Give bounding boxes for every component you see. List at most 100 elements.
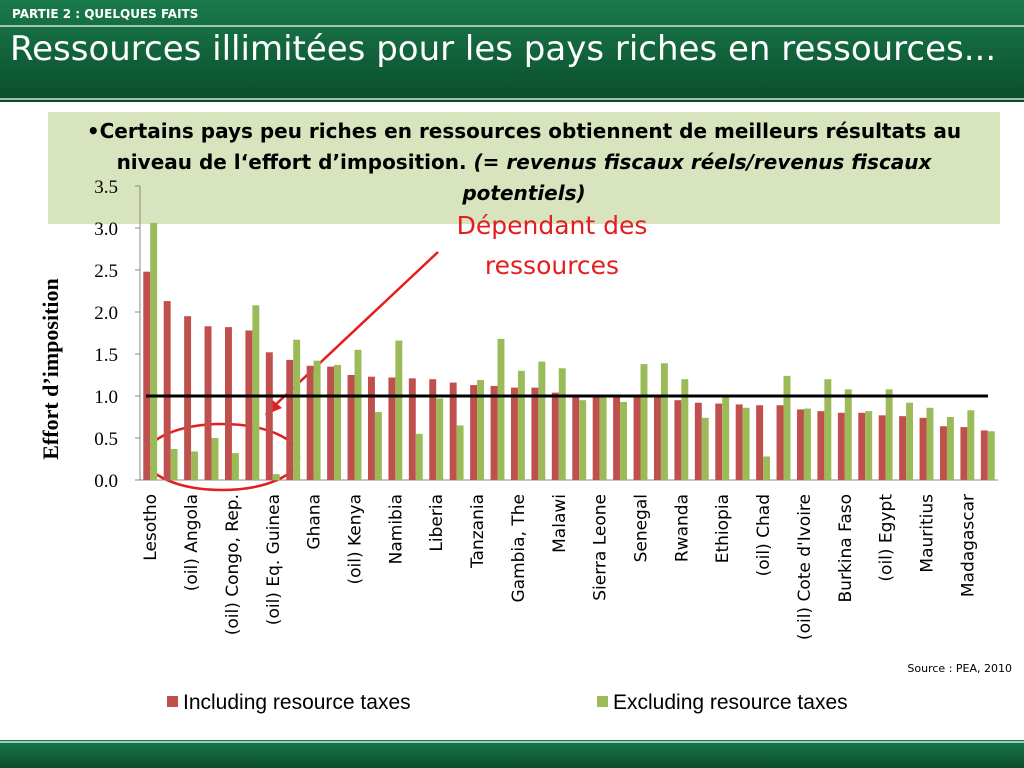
x-tick-label: Namibia [386, 494, 406, 564]
bar [579, 400, 587, 480]
y-tick-label: 0.0 [94, 471, 118, 492]
bar [490, 385, 498, 480]
x-tick-label: (oil) Congo, Rep. [223, 494, 243, 635]
bar [224, 327, 232, 480]
note-text: •Certains pays peu riches en ressources … [60, 116, 988, 209]
bar [245, 330, 253, 480]
y-tick-label: 3.0 [94, 219, 118, 240]
bar [722, 396, 730, 480]
bar [674, 400, 682, 480]
bar [592, 396, 600, 480]
bar [184, 316, 192, 480]
bar [293, 339, 301, 480]
bar [572, 396, 580, 480]
bar [538, 361, 546, 480]
x-tick-label: Sierra Leone [591, 494, 611, 601]
y-axis-label: Effort d’imposition [38, 278, 63, 460]
bar [477, 380, 485, 480]
bar [919, 417, 927, 480]
x-tick-label: Liberia [427, 494, 447, 552]
bar [265, 352, 273, 480]
x-tick-label: (oil) Kenya [346, 494, 366, 585]
bar [150, 222, 158, 480]
bar [681, 379, 689, 480]
x-tick-label: Mauritius [918, 494, 938, 573]
bar [640, 364, 648, 480]
bar [824, 379, 832, 480]
bar [395, 340, 403, 480]
x-tick-label: Ethiopia [713, 494, 733, 563]
y-tick-label: 0.5 [94, 429, 118, 450]
bar [715, 403, 723, 480]
slide-title: Ressources illimitées pour les pays rich… [10, 29, 996, 69]
bar [497, 338, 505, 480]
bar [844, 389, 852, 480]
bar [231, 453, 239, 480]
bar [408, 378, 416, 480]
source: Source : PEA, 2010 [907, 662, 1012, 675]
x-tick-label: Madagascar [958, 494, 978, 597]
x-tick-label: (oil) Eq. Guinea [264, 494, 284, 625]
bar [858, 412, 866, 480]
bar [837, 412, 845, 480]
footer-bar [0, 740, 1024, 768]
bar [885, 389, 893, 480]
x-tick-label: Malawi [550, 494, 570, 553]
bar [367, 376, 375, 480]
bar [735, 404, 743, 480]
bar [204, 326, 212, 480]
bar [347, 375, 355, 480]
bar [742, 407, 750, 480]
x-tick-label: Lesotho [141, 494, 161, 561]
bar [926, 407, 934, 480]
y-tick-label: 3.5 [94, 177, 118, 198]
legend-swatch [597, 696, 608, 707]
legend-label: Excluding resource taxes [613, 691, 848, 714]
bar [388, 377, 396, 480]
bar [599, 396, 607, 480]
bar [967, 410, 975, 480]
bar [286, 359, 294, 480]
bar [878, 415, 886, 480]
bar [776, 405, 784, 480]
bar [327, 366, 335, 480]
bar [701, 417, 709, 480]
x-tick-label: Rwanda [672, 494, 692, 562]
x-tick-label: (oil) Egypt [877, 494, 897, 582]
bar [817, 411, 825, 480]
x-tick-label: Gambia, The [509, 494, 529, 603]
section-label: PARTIE 2 : QUELQUES FAITS [12, 7, 198, 21]
bar [517, 370, 525, 480]
annotation: Dépendant des [457, 211, 648, 240]
bar [980, 430, 988, 480]
bar [334, 364, 342, 480]
y-tick-label: 1.5 [94, 345, 118, 366]
bar [939, 426, 947, 480]
header-bar [0, 0, 1024, 102]
bar [899, 416, 907, 480]
bar [306, 365, 314, 480]
bar [660, 363, 668, 480]
bar [143, 271, 151, 480]
x-tick-label: (oil) Cote d'Ivoire [795, 494, 815, 640]
bar [313, 360, 321, 480]
x-tick-label: Senegal [632, 494, 652, 562]
bar [510, 387, 518, 480]
y-tick-label: 1.0 [94, 387, 118, 408]
bar [374, 411, 382, 480]
bar [653, 396, 661, 480]
annotation: ressources [485, 251, 619, 280]
x-tick-label: Burkina Faso [836, 494, 856, 602]
bar [211, 438, 219, 480]
bar [436, 398, 444, 480]
note: •Certains pays peu riches en ressources … [60, 116, 988, 209]
bar [620, 401, 628, 480]
y-tick-label: 2.5 [94, 261, 118, 282]
bar [163, 301, 171, 480]
legend-swatch [167, 696, 178, 707]
bar [558, 368, 566, 480]
bar [415, 433, 423, 480]
bar [470, 385, 478, 480]
bar [456, 425, 464, 480]
